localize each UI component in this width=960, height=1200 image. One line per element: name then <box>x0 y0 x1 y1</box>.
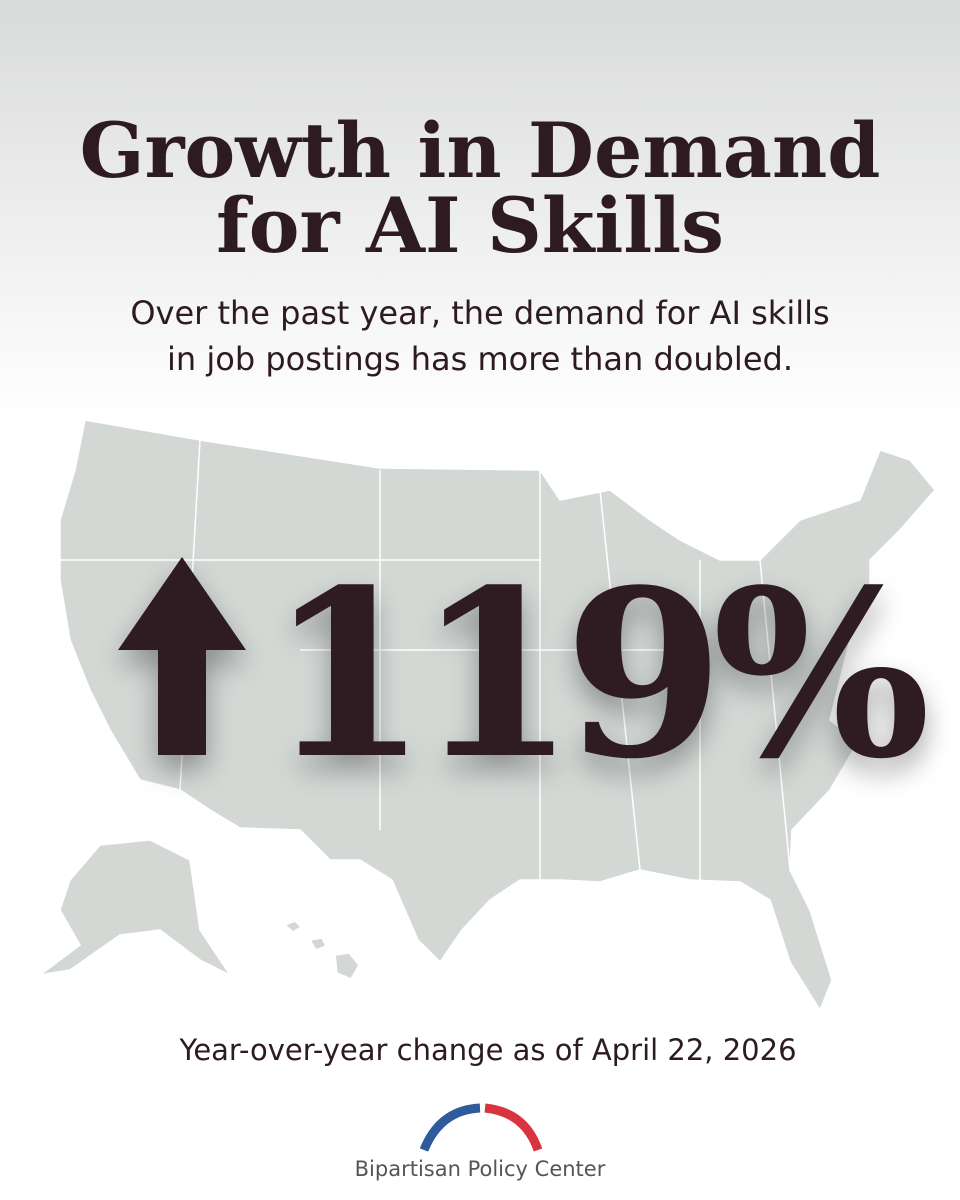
logo-arc-blue <box>419 1103 481 1152</box>
logo-arc-red <box>484 1103 543 1152</box>
statistic: 119% <box>268 540 925 810</box>
up-arrow <box>118 557 246 755</box>
logo-mark <box>419 1103 543 1152</box>
title-line: Growth in Demand <box>80 106 881 195</box>
subtitle-line: Over the past year, the demand for AI sk… <box>130 294 829 332</box>
logo-text: Bipartisan Policy Center <box>355 1157 606 1181</box>
title-line: for AI Skills <box>216 181 724 270</box>
subtitle-line: in job postings has more than doubled. <box>167 340 793 378</box>
footnote: Year-over-year change as of April 22, 20… <box>178 1033 796 1067</box>
statistic-group: 119% <box>118 540 937 810</box>
